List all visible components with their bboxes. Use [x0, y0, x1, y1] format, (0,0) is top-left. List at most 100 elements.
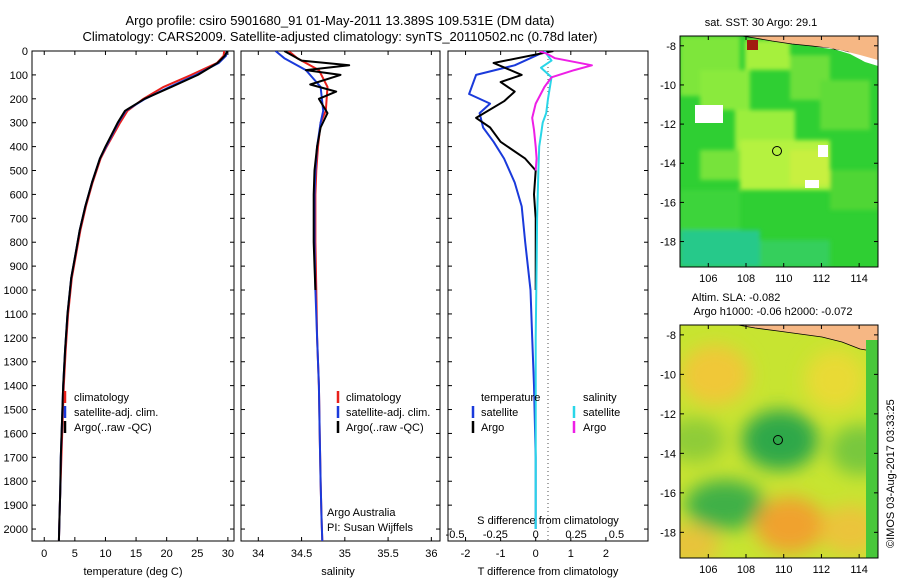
- salinity-series: [274, 51, 351, 541]
- legend-satellite-label: satellite-adj. clim.: [346, 407, 430, 419]
- depth-axis: 0 100 200 300 400 500 600 700 800 900 1000 1100 1200…: [4, 46, 648, 536]
- sla-map-tick-label: 110: [775, 564, 793, 576]
- sla-map-tick-label: 114: [850, 564, 868, 576]
- t-difference-tick-label: -2: [461, 548, 471, 560]
- sst-hotspot: [747, 40, 758, 50]
- credit-pi: PI: Susan Wijffels: [327, 522, 413, 534]
- s-difference-tick-label: 0: [533, 529, 539, 541]
- t-difference-tick-label: 0: [533, 548, 539, 560]
- salinity-tick-label: 35.5: [377, 548, 398, 560]
- sla-map-tick-label: 106: [699, 564, 717, 576]
- temperature-line: [57, 51, 228, 541]
- salinity-axis-label: salinity: [321, 566, 355, 578]
- sla-map: [680, 325, 878, 558]
- depth-tick-label: 700: [10, 213, 28, 225]
- difference-x-axis: -2 -1 0 1 2 -0.5 -0.25 0 0.25 0.5: [446, 51, 624, 560]
- salinity-line: [283, 51, 351, 291]
- temperature-tick-label: 25: [191, 548, 203, 560]
- sst-map-title: sat. SST: 30 Argo: 29.1: [705, 17, 818, 29]
- salinity-tick-label: 34: [252, 548, 264, 560]
- depth-tick-label: 1600: [4, 428, 28, 440]
- sst-map-tick-label: -18: [660, 237, 676, 249]
- sla-map-tick-label: -14: [660, 448, 676, 460]
- difference-line: [534, 51, 553, 529]
- difference-line: [468, 51, 547, 529]
- depth-tick-label: 200: [10, 94, 28, 106]
- legend-climatology-label: climatology: [346, 392, 402, 404]
- sst-map-tick-label: -12: [660, 119, 676, 131]
- difference-line: [531, 51, 593, 171]
- legend-s-satellite-label: satellite: [583, 407, 620, 419]
- sst-map-frame: [679, 35, 879, 268]
- t-difference-tick-label: 2: [603, 548, 609, 560]
- temperature-series: [57, 51, 229, 541]
- temperature-x-axis: 0 5 10 15 20 25 30: [41, 51, 234, 560]
- legend-satellite-label: satellite-adj. clim.: [74, 407, 158, 419]
- depth-tick-label: 1700: [4, 452, 28, 464]
- sst-map-tick-label: 112: [813, 273, 831, 285]
- depth-tick-label: 300: [10, 118, 28, 130]
- sst-cloud-3: [805, 180, 819, 188]
- sla-map-title: Altim. SLA: -0.082: [692, 292, 781, 304]
- sla-argo-marker: [773, 435, 783, 445]
- sla-patches: [680, 345, 878, 558]
- depth-tick-label: 100: [10, 70, 28, 82]
- sst-cloud-1: [695, 105, 723, 123]
- temperature-line: [57, 51, 226, 541]
- sla-map-tick-label: -10: [660, 369, 676, 381]
- sst-map-tick-label: -14: [660, 158, 676, 170]
- depth-tick-label: 2000: [4, 524, 28, 536]
- sst-map: [680, 36, 878, 267]
- salinity-plot-frame: [240, 50, 441, 542]
- legend-salinity-title: salinity: [583, 392, 617, 404]
- temperature-plot-frame: [31, 50, 235, 542]
- legend-t-satellite-label: satellite: [481, 407, 518, 419]
- temperature-legend: climatology satellite-adj. clim. Argo(..…: [63, 391, 158, 434]
- legend-s-argo-label: Argo: [583, 422, 606, 434]
- temperature-line: [57, 51, 229, 541]
- sst-patches: [680, 36, 878, 267]
- difference-legend: temperature salinity satellite Argo sate…: [471, 392, 620, 434]
- s-difference-axis-label: S difference from climatology: [477, 515, 619, 527]
- difference-series: [468, 51, 593, 541]
- depth-tick-label: 1400: [4, 381, 28, 393]
- temperature-tick-label: 30: [222, 548, 234, 560]
- t-difference-tick-label: -1: [496, 548, 506, 560]
- t-difference-tick-label: 1: [568, 548, 574, 560]
- sst-map-tick-label: -10: [660, 80, 676, 92]
- legend-argo-label: Argo(..raw -QC): [74, 422, 152, 434]
- salinity-tick-label: 36: [425, 548, 437, 560]
- legend-temperature-title: temperature: [481, 392, 540, 404]
- title-line-1: Argo profile: csiro 5901680_91 01-May-20…: [125, 13, 554, 28]
- sst-map-tick-label: -16: [660, 197, 676, 209]
- depth-tick-label: 1800: [4, 476, 28, 488]
- sla-edge-strip: [866, 340, 878, 558]
- temperature-tick-label: 10: [99, 548, 111, 560]
- sla-map-tick-label: -16: [660, 488, 676, 500]
- sst-cloud-2: [818, 145, 828, 157]
- sla-land-java: [737, 325, 878, 353]
- sst-map-tick-label: 114: [850, 273, 868, 285]
- s-difference-tick-label: -0.5: [446, 529, 465, 541]
- salinity-legend: climatology satellite-adj. clim. Argo(..…: [336, 391, 430, 434]
- depth-tick-label: 1900: [4, 500, 28, 512]
- t-difference-axis-label: T difference from climatology: [478, 566, 619, 578]
- sla-map-tick-label: 108: [737, 564, 755, 576]
- sst-map-tick-label: 110: [775, 273, 793, 285]
- sla-map-tick-label: 112: [813, 564, 831, 576]
- legend-argo-label: Argo(..raw -QC): [346, 422, 424, 434]
- depth-tick-label: 1300: [4, 357, 28, 369]
- sla-map-frame: [679, 324, 879, 559]
- depth-tick-label: 400: [10, 142, 28, 154]
- difference-line: [475, 51, 554, 290]
- s-difference-tick-label: 0.5: [609, 529, 624, 541]
- sla-map-ticks: 106 108 110 112 114 -8 -10 -12 -14 -16 -18: [660, 325, 878, 576]
- s-difference-tick-label: -0.25: [483, 529, 508, 541]
- temperature-tick-label: 20: [161, 548, 173, 560]
- salinity-tick-label: 35: [339, 548, 351, 560]
- sst-map-tick-label: -8: [666, 41, 676, 53]
- sla-map-tick-label: -12: [660, 409, 676, 421]
- depth-tick-label: 900: [10, 261, 28, 273]
- depth-tick-label: 1000: [4, 285, 28, 297]
